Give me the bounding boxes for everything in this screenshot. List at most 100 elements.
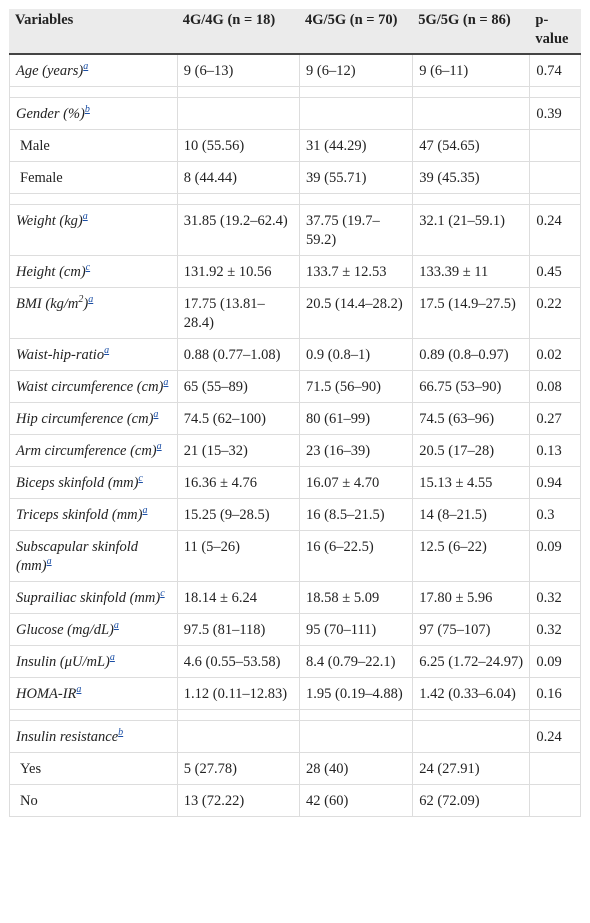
table-row: Female 8 (44.44) 39 (55.71) 39 (45.35) [9, 162, 581, 194]
footnote-link[interactable]: b [84, 104, 90, 116]
table-row: Arm circumference (cm)a 21 (15–32) 23 (16–… [9, 435, 581, 467]
value-cell: 0.88 (0.77–1.08) [176, 339, 300, 371]
footnote-link[interactable]: a [109, 652, 115, 664]
value-cell: 66.75 (53–90) [412, 371, 530, 403]
value-cell: 71.5 (56–90) [299, 371, 413, 403]
footnote-link[interactable]: a [153, 409, 159, 421]
table-row: BMI (kg/m2)a 17.75 (13.81–28.4) 20.5 (14.4… [9, 288, 581, 339]
variable-label: Suprailiac skinfold (mm) [16, 590, 161, 606]
value-cell: 1.12 (0.11–12.83) [176, 678, 300, 710]
value-cell: 0.27 [529, 403, 581, 435]
table-body: Age (years)a 9 (6–13) 9 (6–12) 9 (6–11) 0.74… [9, 55, 581, 817]
variable-label: No [20, 793, 38, 809]
value-cell: 31.85 (19.2–62.4) [176, 205, 300, 256]
value-cell: 131.92 ± 10.56 [176, 256, 300, 288]
variable-label: HOMA-IR [16, 686, 77, 702]
value-cell: 1.95 (0.19–4.88) [299, 678, 413, 710]
value-cell [299, 721, 413, 753]
value-cell [176, 721, 300, 753]
value-cell: 31 (44.29) [299, 130, 413, 162]
value-cell: 0.89 (0.8–0.97) [412, 339, 530, 371]
variable-cell: Age (years)a [9, 55, 177, 87]
variable-label: Arm circumference (cm) [16, 443, 157, 459]
variable-label: Gender (%) [16, 106, 85, 122]
value-cell: 10 (55.56) [176, 130, 300, 162]
footnote-link[interactable]: a [163, 377, 169, 389]
spacer-cell [176, 87, 300, 98]
variable-label: Male [20, 138, 50, 154]
footnote-link[interactable]: a [142, 505, 148, 517]
spacer-cell [412, 87, 530, 98]
table-row: HOMA-IRa 1.12 (0.11–12.83) 1.95 (0.19–4.88… [9, 678, 581, 710]
variable-cell: Triceps skinfold (mm)a [9, 499, 177, 531]
value-cell: 74.5 (63–96) [412, 403, 530, 435]
value-cell: 47 (54.65) [412, 130, 530, 162]
value-cell: 24 (27.91) [412, 753, 530, 785]
footnote-link[interactable]: a [82, 211, 88, 223]
footnote-link[interactable]: a [88, 294, 94, 306]
value-cell: 23 (16–39) [299, 435, 413, 467]
table-row: Gender (%)b 0.39 [9, 98, 581, 130]
value-cell: 9 (6–11) [412, 55, 530, 87]
table-row: Hip circumference (cm)a 74.5 (62–100) 80 (… [9, 403, 581, 435]
value-cell: 5 (27.78) [176, 753, 300, 785]
footnote-link[interactable]: a [46, 556, 52, 568]
value-cell [176, 98, 300, 130]
variable-label: Subscapular skinfold (mm) [16, 539, 139, 574]
label-superscript: 2 [78, 294, 84, 306]
header-row: Variables 4G/4G (n = 18) 4G/5G (n = 70) 5G/… [9, 9, 581, 55]
value-cell: 95 (70–111) [299, 614, 413, 646]
table-row: Age (years)a 9 (6–13) 9 (6–12) 9 (6–11) 0.74 [9, 55, 581, 87]
footnote-link[interactable]: b [118, 727, 124, 739]
value-cell: 39 (55.71) [299, 162, 413, 194]
value-cell: 0.09 [529, 646, 581, 678]
variable-cell: Yes [9, 753, 177, 785]
value-cell: 8.4 (0.79–22.1) [299, 646, 413, 678]
value-cell: 20.5 (17–28) [412, 435, 530, 467]
value-cell: 12.5 (6–22) [412, 531, 530, 582]
footnote-link[interactable]: c [160, 588, 165, 600]
value-cell: 15.13 ± 4.55 [412, 467, 530, 499]
value-cell: 17.80 ± 5.96 [412, 582, 530, 614]
value-cell: 20.5 (14.4–28.2) [299, 288, 413, 339]
footnote-link[interactable]: a [83, 61, 89, 73]
footnote-link[interactable]: a [156, 441, 162, 453]
variable-label: Biceps skinfold (mm) [16, 475, 139, 491]
table-row: No 13 (72.22) 42 (60) 62 (72.09) [9, 785, 581, 817]
footnote-link[interactable]: a [104, 345, 110, 357]
value-cell: 42 (60) [299, 785, 413, 817]
spacer-row [9, 710, 581, 721]
value-cell [529, 130, 581, 162]
value-cell [529, 785, 581, 817]
value-cell: 0.74 [529, 55, 581, 87]
value-cell: 0.13 [529, 435, 581, 467]
variable-label: Female [20, 170, 63, 186]
footnote-link[interactable]: a [113, 620, 119, 632]
value-cell [299, 98, 413, 130]
value-cell: 39 (45.35) [412, 162, 530, 194]
value-cell: 9 (6–12) [299, 55, 413, 87]
value-cell: 0.22 [529, 288, 581, 339]
footnote-link[interactable]: c [138, 473, 143, 485]
table-row: Glucose (mg/dL)a 97.5 (81–118) 95 (70–111)… [9, 614, 581, 646]
variable-cell: Arm circumference (cm)a [9, 435, 177, 467]
variable-label: BMI (kg/m [16, 296, 79, 312]
table-row: Triceps skinfold (mm)a 15.25 (9–28.5) 16 (… [9, 499, 581, 531]
footnote-link[interactable]: c [85, 262, 91, 274]
footnote-link[interactable]: a [76, 684, 82, 696]
table-row: Insulin (μU/mL)a 4.6 (0.55–53.58) 8.4 (0.7… [9, 646, 581, 678]
value-cell: 28 (40) [299, 753, 413, 785]
spacer-cell [529, 87, 581, 98]
value-cell: 16 (8.5–21.5) [299, 499, 413, 531]
spacer-cell [529, 194, 581, 205]
variable-label: Glucose (mg/dL) [16, 622, 114, 638]
value-cell: 13 (72.22) [176, 785, 300, 817]
value-cell: 74.5 (62–100) [176, 403, 300, 435]
spacer-cell [9, 87, 177, 98]
value-cell: 8 (44.44) [176, 162, 300, 194]
variable-label: Waist circumference (cm) [16, 379, 164, 395]
variable-label: Insulin (μU/mL) [16, 654, 110, 670]
variable-cell: Insulin (μU/mL)a [9, 646, 177, 678]
value-cell: 0.32 [529, 582, 581, 614]
